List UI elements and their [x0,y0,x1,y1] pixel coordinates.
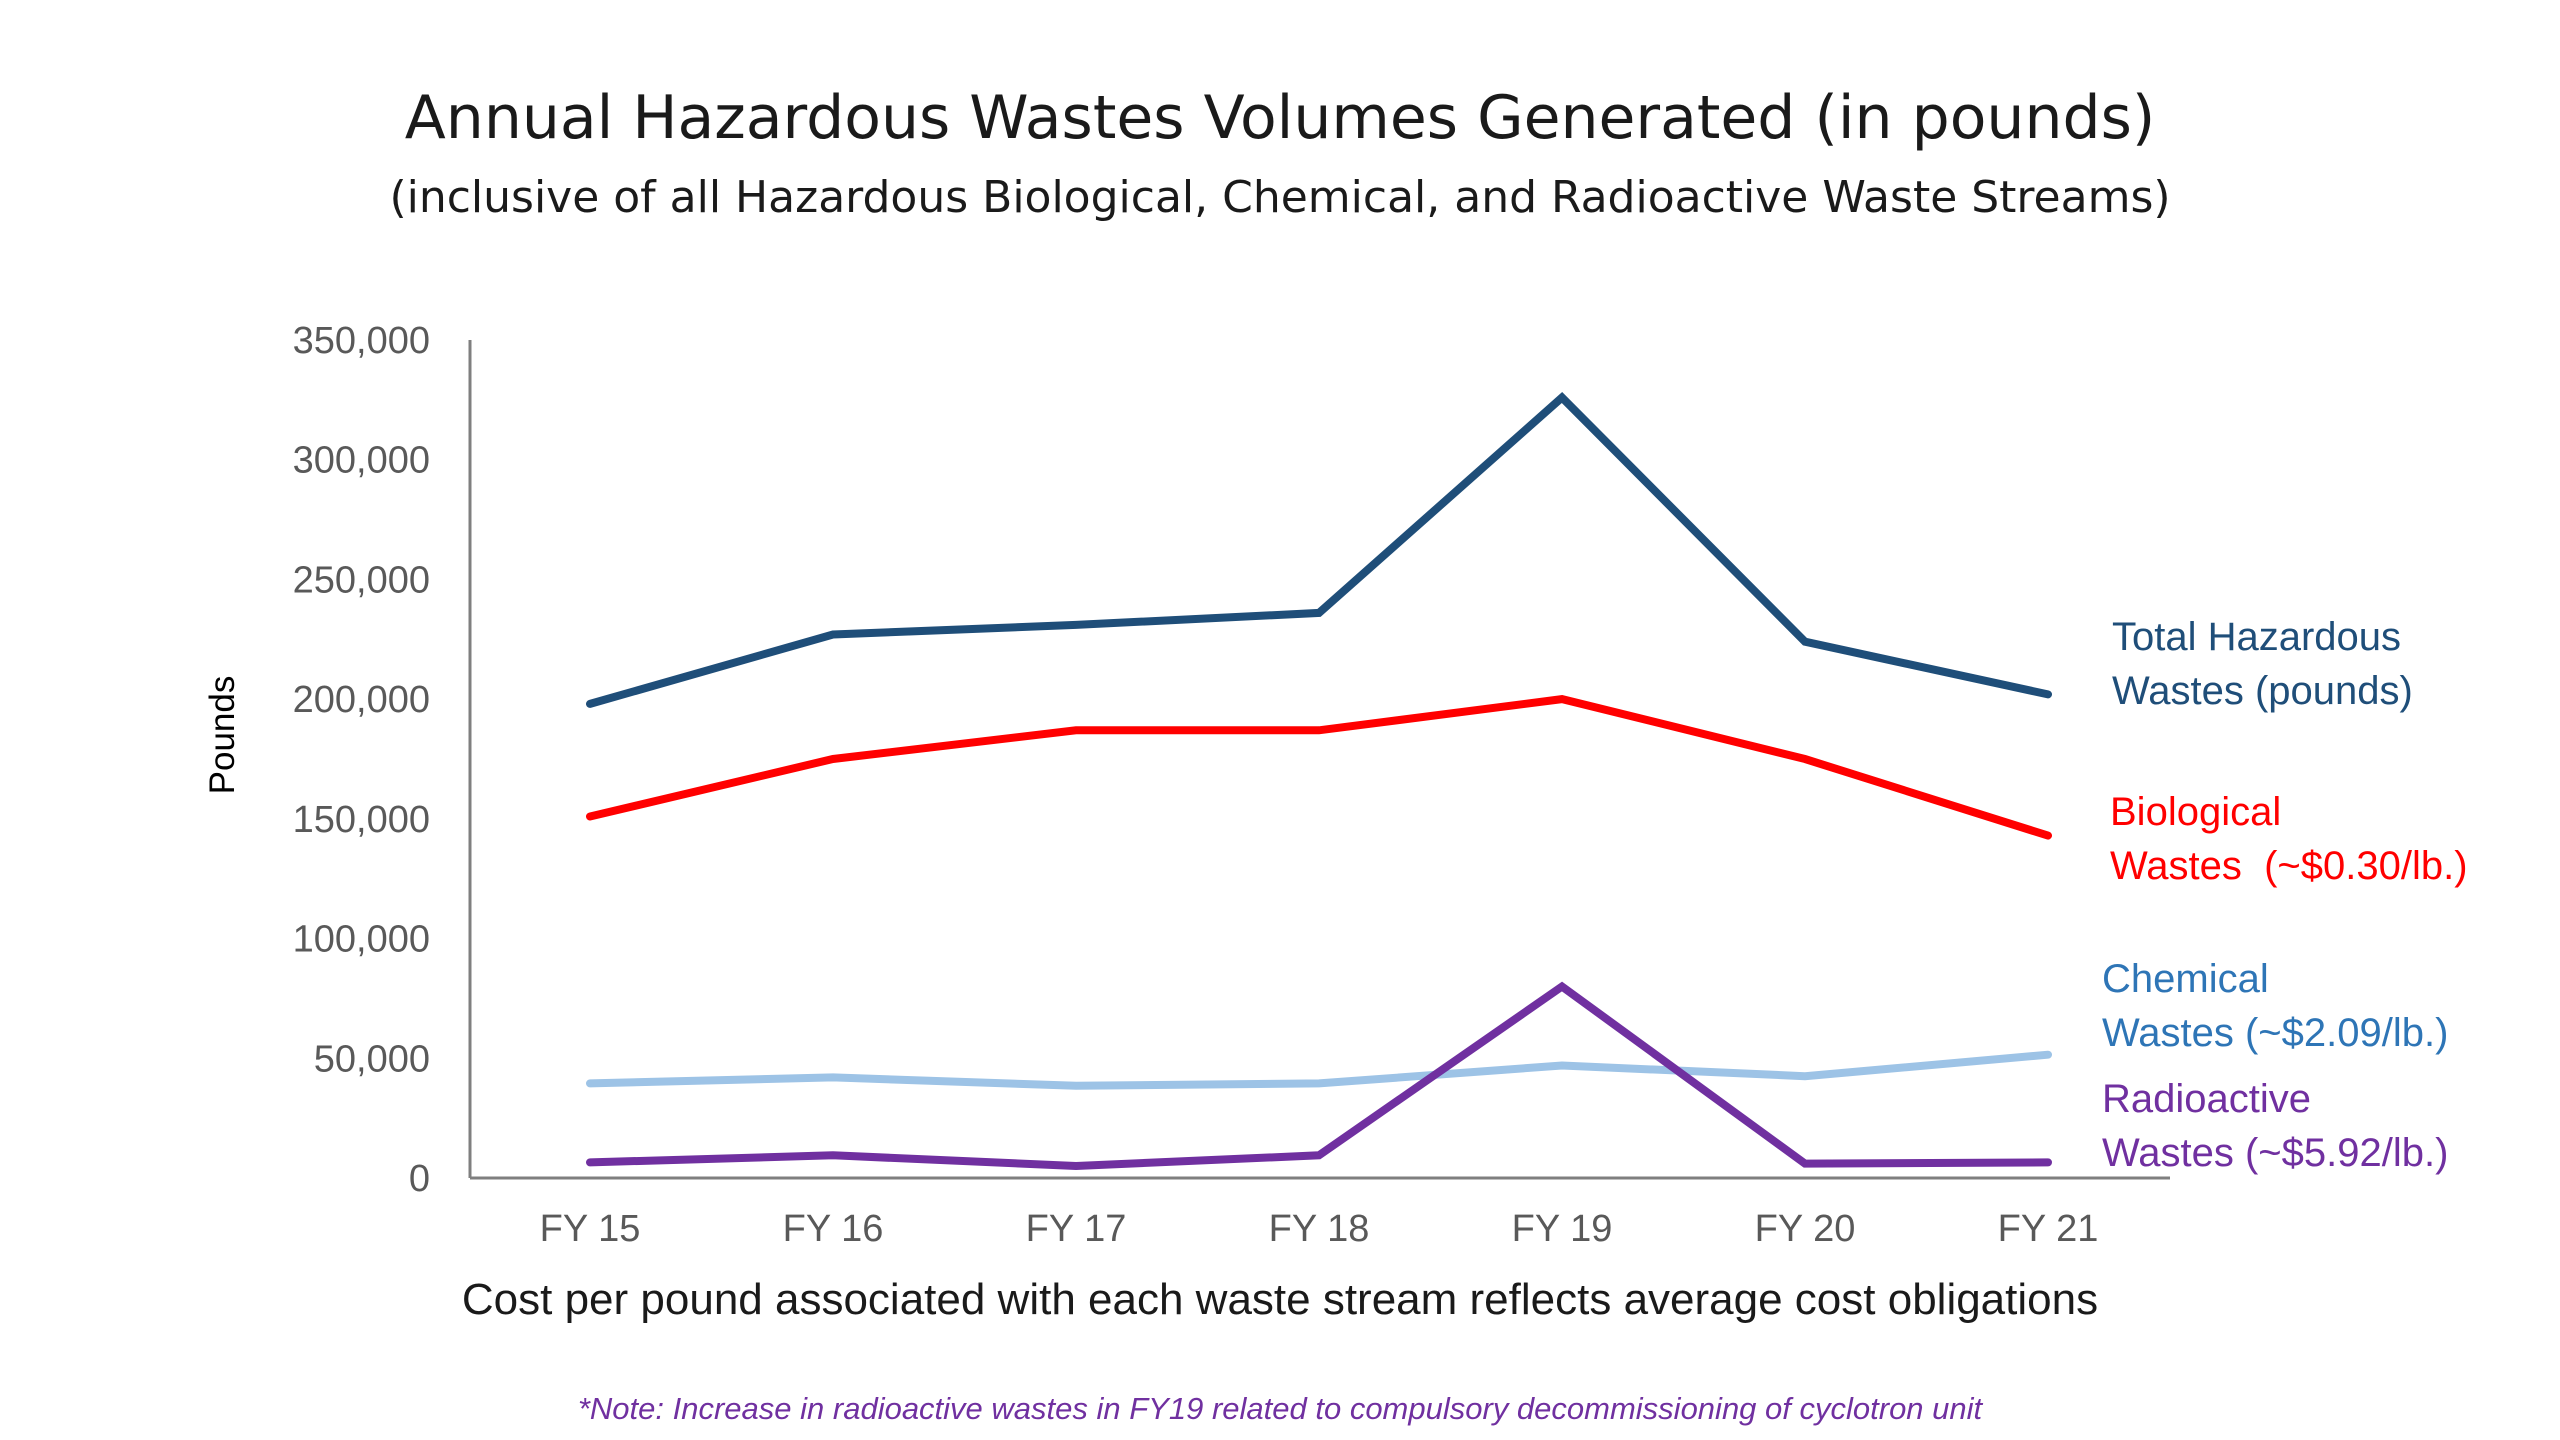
series-labels: Total Hazardous Wastes (pounds) Biological… [2102,615,2468,1175]
x-tick-labels: FY 15 FY 16 FY 17 FY 18 FY 19 FY 20 FY 21 [540,1208,2099,1250]
y-tick-label: 0 [409,1158,430,1200]
chart-subtitle: (inclusive of all Hazardous Biological, … [389,172,2170,223]
total-hazardous-label: Total Hazardous Wastes (pounds) [2112,615,2413,713]
x-tick-label: FY 19 [1512,1208,1613,1250]
radioactive-label-line: Radioactive [2102,1077,2311,1121]
biological-line [586,695,2052,840]
y-tick-label: 250,000 [293,559,430,601]
y-tick-label: 100,000 [293,919,430,961]
axes [468,340,2170,1180]
x-tick-label: FY 15 [540,1208,641,1250]
total-hazardous-line [586,392,2052,708]
x-tick-label: FY 17 [1026,1208,1127,1250]
chemical-label: Chemical Wastes (~$2.09/lb.) [2102,957,2448,1055]
y-axis-label: Pounds [203,676,242,795]
chemical-label-line: Wastes (~$2.09/lb.) [2102,1011,2448,1055]
x-tick-label: FY 18 [1269,1208,1370,1250]
footnote: *Note: Increase in radioactive wastes in… [578,1391,1984,1426]
biological-label-line: Wastes (~$0.30/lb.) [2110,844,2468,888]
y-tick-label: 150,000 [293,799,430,841]
chemical-line [586,1050,2052,1090]
y-tick-label: 200,000 [293,679,430,721]
x-tick-label: FY 21 [1998,1208,2099,1250]
y-tick-label: 300,000 [293,440,430,482]
biological-label: Biological Wastes (~$0.30/lb.) [2110,790,2468,888]
y-axis-title: Pounds [203,676,242,795]
total-hazardous-label-line: Wastes (pounds) [2112,669,2413,713]
y-tick-label: 50,000 [314,1038,430,1080]
y-tick-labels: 0 50,000 100,000 150,000 200,000 250,000 300,0… [293,320,430,1200]
chart-title: Annual Hazardous Wastes Volumes Generate… [405,83,2156,153]
x-tick-label: FY 20 [1755,1208,1856,1250]
x-tick-label: FY 16 [783,1208,884,1250]
radioactive-label-line: Wastes (~$5.92/lb.) [2102,1131,2448,1175]
series-lines [586,392,2052,1171]
biological-label-line: Biological [2110,790,2281,834]
chemical-label-line: Chemical [2102,957,2269,1001]
y-tick-label: 350,000 [293,320,430,362]
radioactive-line [586,981,2052,1171]
radioactive-label: Radioactive Wastes (~$5.92/lb.) [2102,1077,2448,1175]
chart-caption: Cost per pound associated with each wast… [462,1275,2098,1324]
total-hazardous-label-line: Total Hazardous [2112,615,2401,659]
